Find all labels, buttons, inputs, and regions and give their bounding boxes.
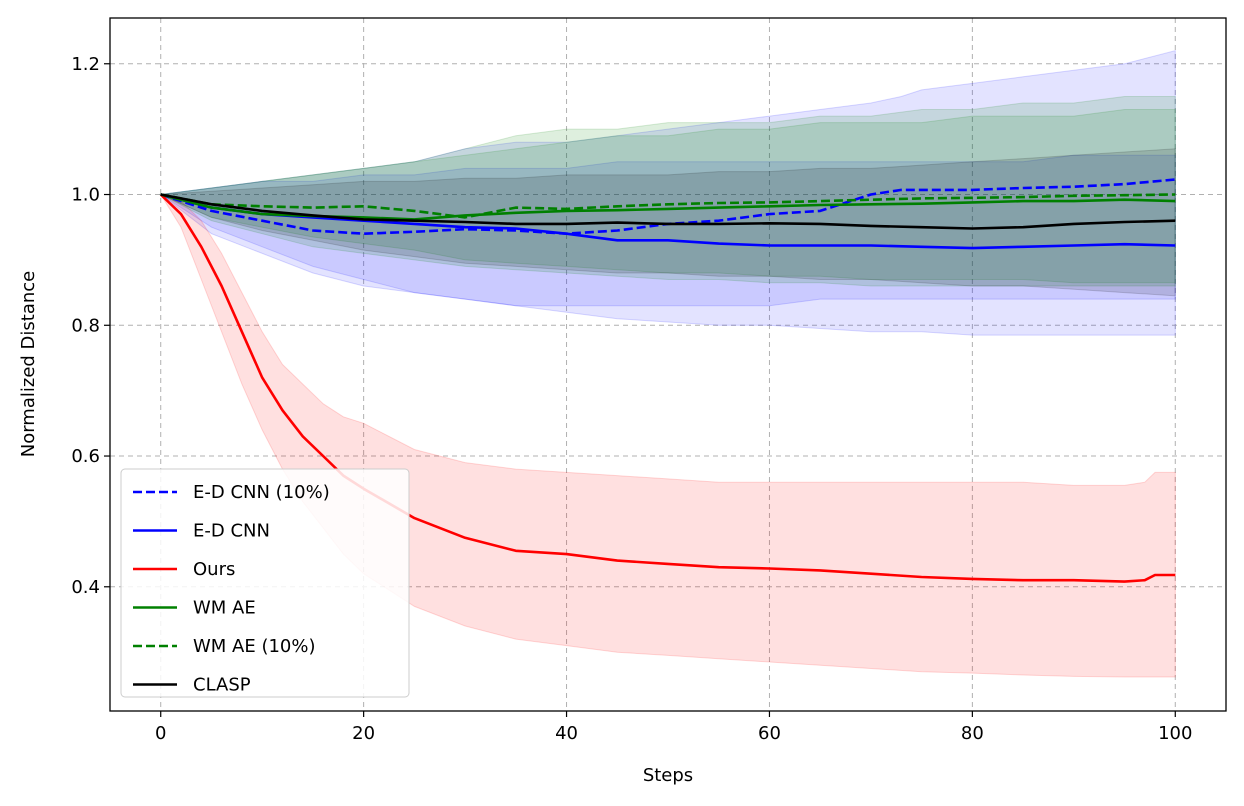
legend-label: E-D CNN (10%): [193, 482, 330, 503]
legend-label: Ours: [193, 559, 235, 580]
grid: [110, 18, 1226, 711]
band-wm-ae-10: [158, 96, 1176, 284]
legend-label: WM AE (10%): [193, 636, 316, 657]
y-tick-label: 0.8: [71, 315, 100, 336]
y-tick-label: 0.4: [71, 577, 100, 598]
legend-label: E-D CNN: [193, 521, 270, 542]
line-clasp: [160, 193, 1176, 230]
x-tick-label: 80: [961, 723, 984, 744]
line-ours: [159, 193, 1176, 583]
band-clasp: [160, 148, 1176, 297]
line-e-d-cnn: [160, 193, 1176, 250]
legend-label: WM AE: [193, 598, 256, 619]
line-e-d-cnn-10: [160, 178, 1176, 235]
line-wm-ae-10: [160, 193, 1176, 219]
y-tick-label: 0.6: [71, 446, 100, 467]
axis-ticks: 0 20 40 60 80 100 0.4 0.6 0.8 1.0 1.2: [71, 54, 1192, 744]
y-axis-title: Normalized Distance: [18, 271, 39, 458]
band-e-d-cnn-10: [159, 50, 1176, 307]
confidence-bands: [158, 50, 1176, 678]
y-tick-label: 1.0: [71, 185, 100, 206]
x-tick-label: 100: [1158, 723, 1192, 744]
series-lines: [159, 178, 1176, 583]
x-tick-label: 20: [352, 723, 375, 744]
x-axis-title: Steps: [643, 765, 693, 786]
y-tick-label: 1.2: [71, 54, 100, 75]
x-tick-label: 40: [555, 723, 578, 744]
x-tick-label: 60: [758, 723, 781, 744]
legend: E-D CNN (10%) E-D CNN Ours WM AE WM AE (10%)…: [120, 468, 410, 698]
legend-box: [120, 468, 410, 698]
x-tick-label: 0: [155, 723, 166, 744]
plot-frame: [109, 17, 1227, 712]
band-wm-ae: [159, 109, 1176, 287]
legend-label: CLASP: [193, 675, 251, 696]
